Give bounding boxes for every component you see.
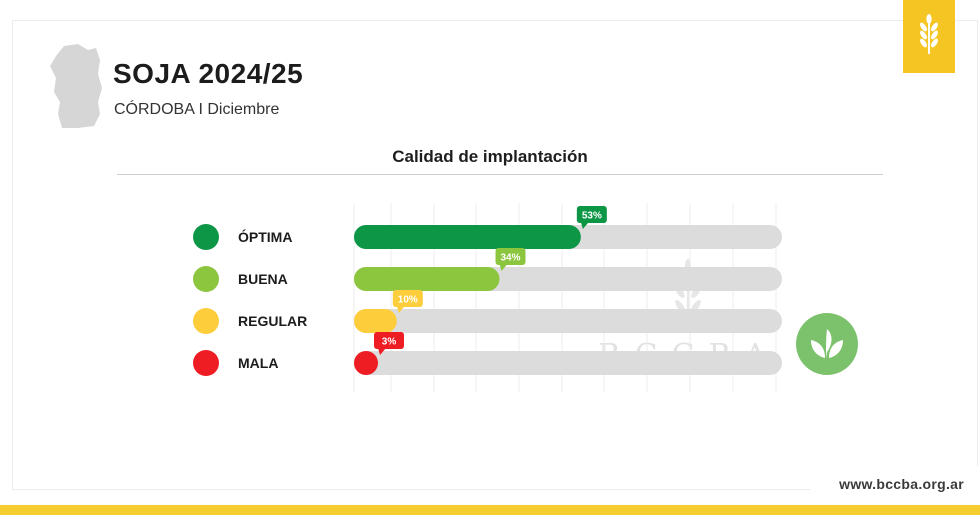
legend-layer: ÓPTIMA BUENA REGULAR MALA (193, 224, 307, 376)
value-callout-0 (576, 206, 607, 223)
legend-dot-0 (193, 224, 219, 250)
legend-dot-3 (193, 350, 219, 376)
bar-0 (354, 225, 581, 249)
sprout-icon (796, 313, 858, 375)
value-callout-3 (374, 332, 404, 349)
legend-label-1: BUENA (238, 271, 288, 287)
value-label-2: 10% (398, 295, 418, 306)
url-box (810, 466, 980, 502)
bar-layer: 53% 34% 10% 3% (354, 206, 607, 375)
bottom-accent-bar (0, 505, 980, 515)
legend-label-3: MALA (238, 355, 278, 371)
legend-dot-1 (193, 266, 219, 292)
page-subtitle: CÓRDOBA I Diciembre (114, 101, 280, 118)
bar-2 (354, 309, 397, 333)
wheat-icon (920, 14, 938, 54)
value-label-1: 34% (501, 253, 521, 264)
legend-label-2: REGULAR (238, 313, 307, 329)
value-label-0: 53% (582, 211, 602, 222)
value-callout-tail-3 (378, 348, 386, 355)
value-callout-tail-0 (580, 222, 589, 229)
legend-label-0: ÓPTIMA (238, 228, 292, 245)
value-callout-2 (392, 290, 423, 307)
title-divider (117, 174, 883, 175)
value-callout-tail-1 (499, 264, 508, 271)
value-callout-1 (495, 248, 526, 265)
page-title: SOJA 2024/25 (113, 58, 304, 89)
chart-card (12, 20, 978, 490)
value-label-3: 3% (382, 337, 397, 348)
legend-dot-2 (193, 308, 219, 334)
cordoba-map-icon (50, 44, 102, 128)
bar-track-2 (354, 309, 782, 333)
corner-badge (903, 0, 955, 73)
bar-1 (354, 267, 500, 291)
website-link[interactable]: www.bccba.org.ar (839, 476, 964, 492)
bar-3 (354, 351, 378, 375)
value-callout-tail-2 (396, 306, 405, 313)
chart-title: Calidad de implantación (392, 147, 588, 166)
bar-track-3 (354, 351, 782, 375)
